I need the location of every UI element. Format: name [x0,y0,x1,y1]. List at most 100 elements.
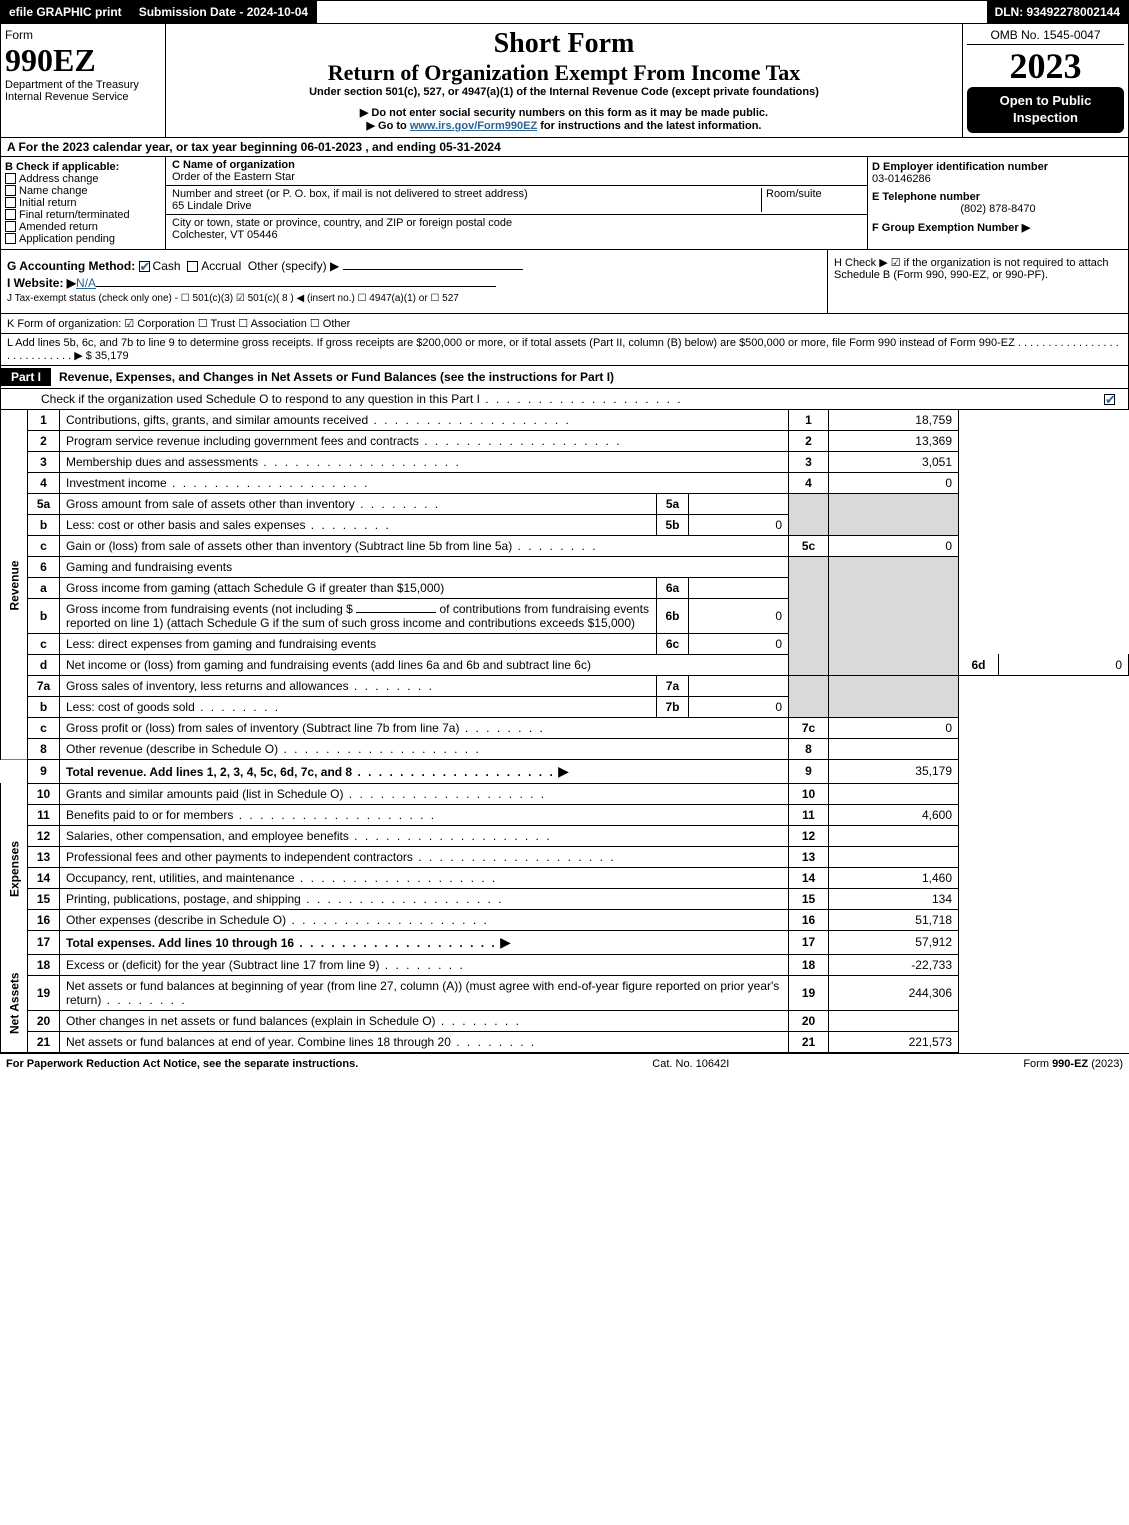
line-19-desc: Net assets or fund balances at beginning… [60,975,789,1010]
d-label: D Employer identification number [872,161,1048,173]
g-cash: Cash [153,259,181,273]
line-6d-val: 0 [999,654,1129,675]
phone-value: (802) 878-8470 [872,203,1124,215]
line-21-val: 221,573 [829,1031,959,1052]
line-5b-desc: Less: cost or other basis and sales expe… [60,514,657,535]
top-bar: efile GRAPHIC print Submission Date - 20… [0,0,1129,24]
line-14-desc: Occupancy, rent, utilities, and maintena… [60,867,789,888]
line-h: H Check ▶ ☑ if the organization is not r… [828,250,1128,313]
form-header: Form 990EZ Department of the Treasury In… [0,24,1129,138]
page-footer: For Paperwork Reduction Act Notice, see … [0,1053,1129,1074]
line-6b-sub: 0 [689,598,789,633]
line-15-desc: Printing, publications, postage, and shi… [60,888,789,909]
ein-value: 03-0146286 [872,173,931,185]
line-6-desc: Gaming and fundraising events [60,556,789,577]
line-2-desc: Program service revenue including govern… [60,430,789,451]
checkbox-application-pending[interactable] [5,233,16,244]
line-10-val [829,783,959,804]
department: Department of the Treasury Internal Reve… [5,79,161,103]
line-6c-desc: Less: direct expenses from gaming and fu… [60,633,657,654]
side-revenue: Revenue [1,410,28,760]
line-5c-desc: Gain or (loss) from sale of assets other… [60,535,789,556]
footer-cat-no: Cat. No. 10642I [652,1058,729,1070]
part-1-label: Part I [1,368,51,386]
col-def: D Employer identification number03-01462… [868,157,1128,249]
checkbox-cash[interactable] [139,261,150,272]
line-20-val [829,1010,959,1031]
line-1-val: 18,759 [829,410,959,431]
b-label: B Check if applicable: [5,161,119,173]
line-1-desc: Contributions, gifts, grants, and simila… [60,410,789,431]
side-expenses: Expenses [1,783,28,954]
row-num: 1 [28,410,60,431]
g-other: Other (specify) ▶ [248,259,339,273]
checkbox-initial-return[interactable] [5,197,16,208]
tax-year: 2023 [967,45,1124,87]
line-6b-desc: Gross income from fundraising events (no… [60,598,657,633]
line-19-val: 244,306 [829,975,959,1010]
website-value[interactable]: N/A [76,276,96,290]
form-number: 990EZ [5,42,161,79]
line-6c-sub: 0 [689,633,789,654]
checkbox-address-change[interactable] [5,173,16,184]
subtitle: Under section 501(c), 527, or 4947(a)(1)… [170,86,958,98]
line-7a-desc: Gross sales of inventory, less returns a… [60,675,657,696]
b-item-2: Initial return [19,197,76,209]
goto-note: ▶ Go to www.irs.gov/Form990EZ for instru… [170,119,958,132]
checkbox-accrual[interactable] [187,261,198,272]
part-1-title: Revenue, Expenses, and Changes in Net As… [51,366,622,388]
b-item-5: Application pending [19,233,115,245]
checkbox-final-return[interactable] [5,209,16,220]
goto-post: for instructions and the latest informat… [537,120,761,132]
efile-print[interactable]: efile GRAPHIC print [1,1,131,23]
line-15-val: 134 [829,888,959,909]
line-11-desc: Benefits paid to or for members [60,804,789,825]
dln: DLN: 93492278002144 [987,1,1128,23]
b-item-4: Amended return [19,221,98,233]
line-9-val: 35,179 [829,759,959,783]
checkbox-schedule-o[interactable] [1104,394,1115,405]
line-18-val: -22,733 [829,954,959,975]
irs-link[interactable]: www.irs.gov/Form990EZ [410,120,537,132]
line-7b-desc: Less: cost of goods sold [60,696,657,717]
line-3-val: 3,051 [829,451,959,472]
org-street: 65 Lindale Drive [172,200,252,212]
line-5a-desc: Gross amount from sale of assets other t… [60,493,657,514]
line-8-val [829,738,959,759]
line-18-desc: Excess or (deficit) for the year (Subtra… [60,954,789,975]
line-7b-sub: 0 [689,696,789,717]
line-4-val: 0 [829,472,959,493]
line-7c-desc: Gross profit or (loss) from sales of inv… [60,717,789,738]
line-i: I Website: ▶N/A [7,276,821,290]
side-net-assets: Net Assets [1,954,28,1052]
line-13-val [829,846,959,867]
line-7a-sub [689,675,789,696]
line-10-desc: Grants and similar amounts paid (list in… [60,783,789,804]
line-7c-val: 0 [829,717,959,738]
org-city: Colchester, VT 05446 [172,229,278,241]
checkbox-name-change[interactable] [5,185,16,196]
line-11-val: 4,600 [829,804,959,825]
part-1-header: Part I Revenue, Expenses, and Changes in… [0,366,1129,389]
form-label: Form [5,28,161,42]
revenue-table: Revenue 1Contributions, gifts, grants, a… [0,410,1129,1053]
line-13-desc: Professional fees and other payments to … [60,846,789,867]
line-6a-desc: Gross income from gaming (attach Schedul… [60,577,657,598]
goto-pre: ▶ Go to [367,120,410,132]
line-17-desc: Total expenses. Add lines 10 through 16 … [60,930,789,954]
line-j: J Tax-exempt status (check only one) - ☐… [7,293,821,304]
line-17-val: 57,912 [829,930,959,954]
b-item-3: Final return/terminated [19,209,130,221]
section-ghij: G Accounting Method: Cash Accrual Other … [0,250,1129,314]
line-g: G Accounting Method: Cash Accrual Other … [7,259,821,273]
b-item-1: Name change [19,185,88,197]
line-5b-sub: 0 [689,514,789,535]
submission-date: Submission Date - 2024-10-04 [131,1,317,23]
f-label: F Group Exemption Number ▶ [872,222,1030,234]
line-14-val: 1,460 [829,867,959,888]
room-suite: Room/suite [761,188,861,212]
g-label: G Accounting Method: [7,259,135,273]
line-12-val [829,825,959,846]
checkbox-amended-return[interactable] [5,221,16,232]
col-c: C Name of organization Order of the East… [166,157,868,249]
